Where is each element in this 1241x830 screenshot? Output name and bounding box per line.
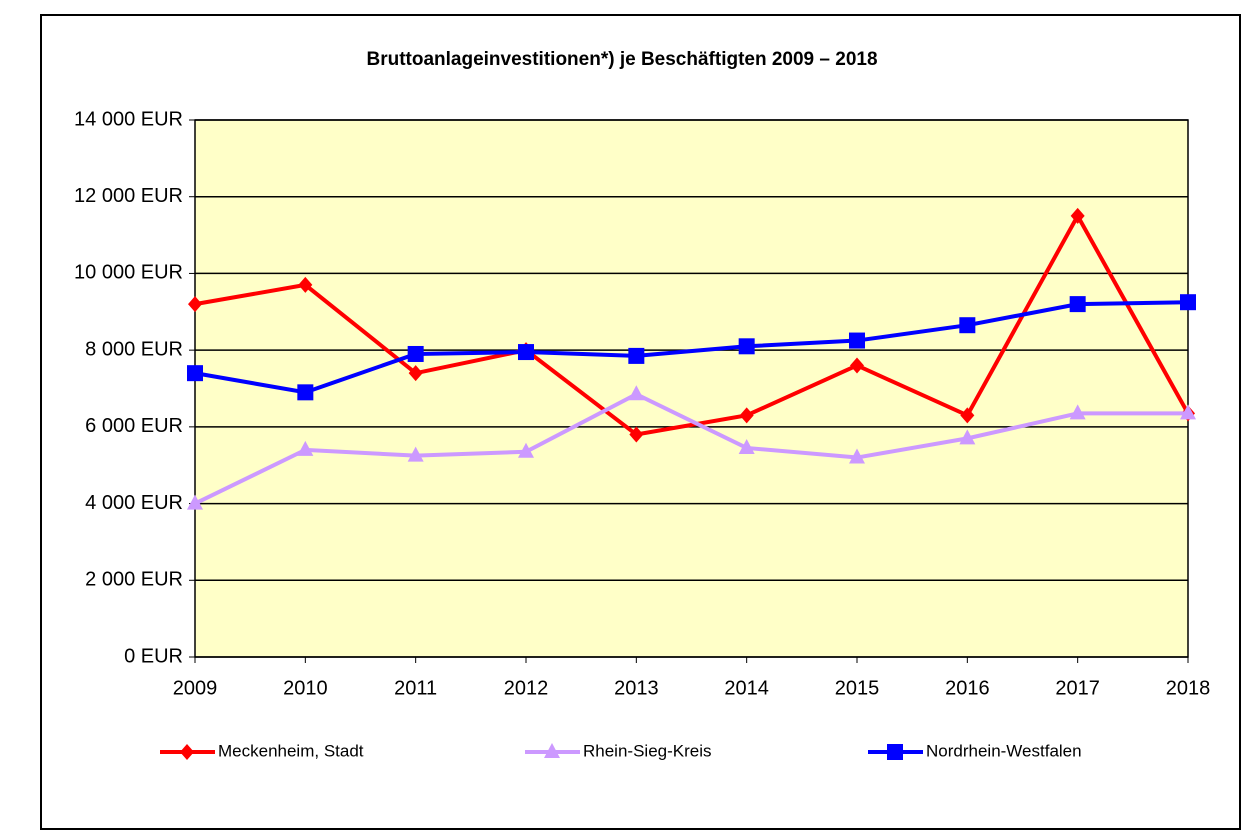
marker	[628, 347, 645, 364]
marker	[298, 276, 313, 293]
marker	[849, 332, 865, 349]
x-tick-label: 2012	[504, 677, 549, 699]
marker	[1180, 294, 1196, 311]
marker	[407, 446, 424, 462]
x-tick-label: 2015	[835, 677, 880, 699]
x-tick-label: 2013	[614, 677, 659, 699]
legend-label: Meckenheim, Stadt	[218, 741, 364, 760]
y-tick-label: 12 000 EUR	[74, 185, 183, 207]
x-tick-label: 2011	[394, 677, 437, 699]
x-tick-label: 2018	[1166, 677, 1211, 699]
legend-label: Nordrhein-Westfalen	[926, 741, 1082, 760]
marker	[187, 494, 203, 510]
x-tick-label: 2017	[1055, 677, 1100, 699]
x-tick-label: 2009	[173, 677, 218, 699]
marker	[1069, 296, 1086, 313]
marker	[544, 743, 560, 758]
marker	[1069, 404, 1086, 420]
marker	[849, 448, 865, 464]
marker	[408, 365, 423, 382]
marker	[960, 407, 975, 424]
y-tick-label: 8 000 EUR	[85, 338, 183, 360]
marker	[407, 345, 424, 362]
x-tick-label: 2016	[945, 677, 990, 699]
marker	[1180, 404, 1196, 420]
marker	[738, 338, 755, 355]
marker	[739, 407, 754, 424]
y-tick-label: 10 000 EUR	[74, 262, 183, 284]
marker	[629, 426, 644, 443]
x-tick-label: 2014	[724, 677, 769, 699]
marker	[180, 744, 194, 760]
y-tick-label: 14 000 EUR	[74, 108, 183, 130]
chart-title: Bruttoanlageinvestitionen*) je Beschäfti…	[366, 49, 877, 70]
series-line	[194, 300, 1189, 395]
plot-area	[194, 119, 1189, 658]
series-line	[194, 392, 1188, 506]
y-tick-label: 0 EUR	[124, 645, 183, 667]
marker	[850, 357, 864, 374]
marker	[518, 442, 534, 458]
marker	[959, 317, 976, 334]
marker	[518, 344, 534, 361]
marker	[738, 438, 755, 454]
marker	[887, 744, 903, 760]
marker	[187, 365, 203, 382]
marker	[1070, 207, 1085, 224]
marker	[959, 429, 976, 445]
x-tick-label: 2010	[283, 677, 328, 699]
marker	[628, 385, 645, 401]
marker	[297, 440, 314, 456]
y-tick-label: 2 000 EUR	[85, 569, 183, 591]
marker	[188, 296, 202, 313]
y-tick-label: 6 000 EUR	[85, 415, 183, 437]
marker	[297, 384, 314, 401]
legend-label: Rhein-Sieg-Kreis	[583, 741, 712, 760]
y-tick-label: 4 000 EUR	[85, 492, 183, 514]
